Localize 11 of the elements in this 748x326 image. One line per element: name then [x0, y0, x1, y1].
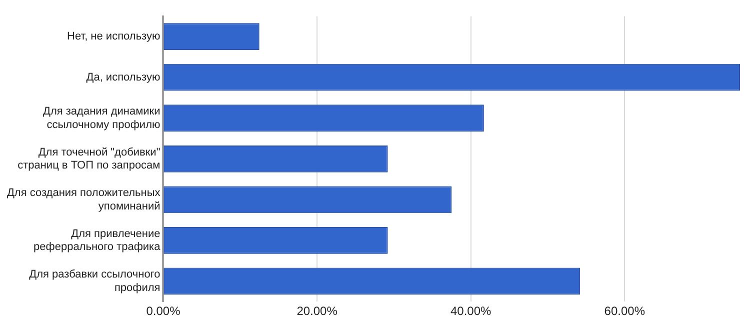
x-tick-label: 0.00%: [146, 304, 181, 318]
y-tick-label: Нет, не использую: [67, 30, 160, 43]
x-tick-label: 20.00%: [296, 304, 338, 318]
y-tick-label: Для привлечение реферрального трафика: [34, 228, 162, 254]
x-tick-label: 40.00%: [450, 304, 492, 318]
x-tick-label: 60.00%: [604, 304, 646, 318]
y-tick-label: Для разбавки ссылочного профиля: [29, 268, 160, 294]
y-tick-label: Для точечной "добивки" страниц в ТОП по запросам: [18, 146, 160, 172]
y-tick-label: Да, использую: [86, 71, 160, 84]
y-tick-label: Для создания положительных упоминаний: [6, 187, 161, 212]
y-tick-label: Для задания динамики ссылочному профилю: [43, 106, 160, 131]
